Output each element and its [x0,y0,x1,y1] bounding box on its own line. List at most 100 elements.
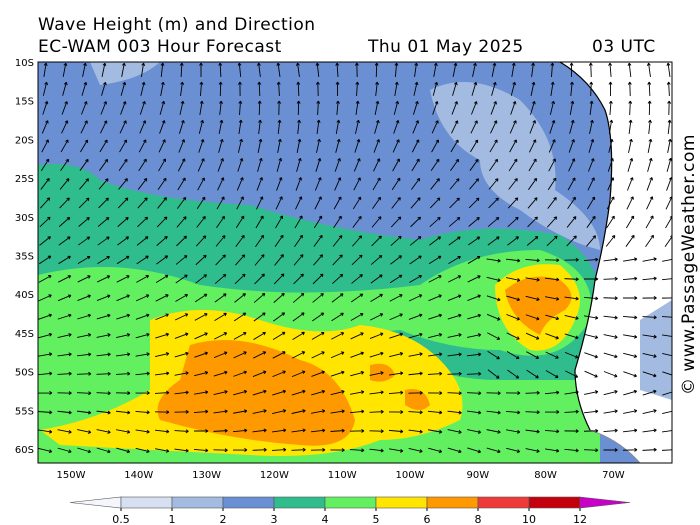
wave-arrow [587,196,596,210]
map-frame [37,61,673,464]
wave-arrow [116,429,131,434]
lat-label: 45S [15,329,34,340]
wave-arrow [428,333,443,339]
wave-arrow [589,100,594,116]
wave-arrow [412,100,419,115]
wave-arrow [176,196,187,209]
wave-arrow [178,119,185,134]
wave-arrow [622,315,638,320]
wave-arrow [369,429,384,434]
wave-arrow [214,332,228,340]
wave-arrow [490,120,498,134]
wave-arrow [178,139,186,153]
wave-arrow [81,81,88,96]
wave-arrow [528,177,538,190]
wave-arrow [213,390,228,395]
wave-arrow [627,157,634,172]
lon-label: 130W [192,470,221,481]
wave-arrow [234,254,246,266]
wave-arrow [138,139,147,153]
wave-arrow [252,409,267,414]
wave-arrow [392,139,400,153]
colorbar-max [579,496,631,509]
wave-arrow [311,331,325,340]
wave-arrow [135,391,150,395]
wave-arrow [623,334,638,339]
wave-arrow [213,351,228,359]
wave-arrow [38,332,53,339]
wave-arrow [529,139,537,153]
wave-arrow [292,331,305,341]
wave-arrow [408,390,423,395]
wave-arrow [487,236,500,246]
wave-arrow [252,389,267,396]
wave-arrow [569,119,575,134]
wave-arrow [177,158,186,172]
wave-arrow [506,332,520,340]
wave-arrow [564,315,579,320]
wave-arrow [334,158,341,172]
wave-arrow [449,178,460,190]
wave-arrow [316,138,321,153]
wave-arrow [491,81,497,96]
wave-arrow [626,196,634,210]
wave-arrow [316,100,321,116]
wave-arrow [140,81,146,96]
wave-arrow [625,215,635,229]
wave-arrow [236,177,244,191]
wave-arrow [232,448,248,452]
wave-arrow [622,296,638,300]
wave-arrow [469,178,479,190]
wave-arrow [277,119,282,135]
wave-arrow [213,428,228,433]
wave-arrow [427,391,443,395]
wave-arrow [57,410,72,415]
wave-arrow [179,100,185,115]
wave-arrow [311,312,325,322]
wave-arrow [120,81,127,96]
wave-arrow [237,158,244,172]
wave-arrow [470,120,478,134]
wave-arrow [603,276,618,281]
title: Wave Height (m) and Direction [38,15,316,35]
wave-arrow [194,293,208,303]
wave-arrow [174,429,189,434]
wave-arrow [506,351,520,360]
wave-arrow [394,81,399,96]
wave-arrow [199,100,204,115]
wave-arrow [80,120,88,134]
wave-arrow [193,448,209,453]
wave-arrow [369,371,384,376]
wave-arrow [331,312,344,322]
wave-arrow [642,334,657,339]
wave-arrow [233,389,248,396]
wave-arrow [642,428,657,433]
wave-arrow [316,119,321,134]
wave-arrow [295,196,303,210]
wave-arrow [623,389,638,396]
wave-arrow [564,296,579,301]
wave-arrow [428,429,443,434]
wave-arrow [273,312,286,322]
wave-arrow [76,410,92,415]
wave-arrow [661,278,672,281]
wave-arrow [330,370,345,377]
wave-arrow [583,257,599,262]
wave-arrow [254,273,265,285]
wave-arrow [506,429,521,434]
wave-arrow [486,391,501,396]
wave-arrow [489,158,498,171]
colorbar: 0.5 1 2 3 4 5 6 8 10 12 [69,496,631,525]
wave-arrow [603,257,618,262]
wave-arrow [525,332,540,340]
wave-arrow [447,429,462,434]
wave-arrow [351,254,363,266]
wave-arrow [646,196,654,210]
wave-arrow [410,216,421,228]
wave-arrow [292,351,306,359]
wave-arrow [527,197,538,209]
wave-arrow [389,294,403,302]
wave-arrow [311,351,325,359]
wave-arrow [77,255,91,264]
